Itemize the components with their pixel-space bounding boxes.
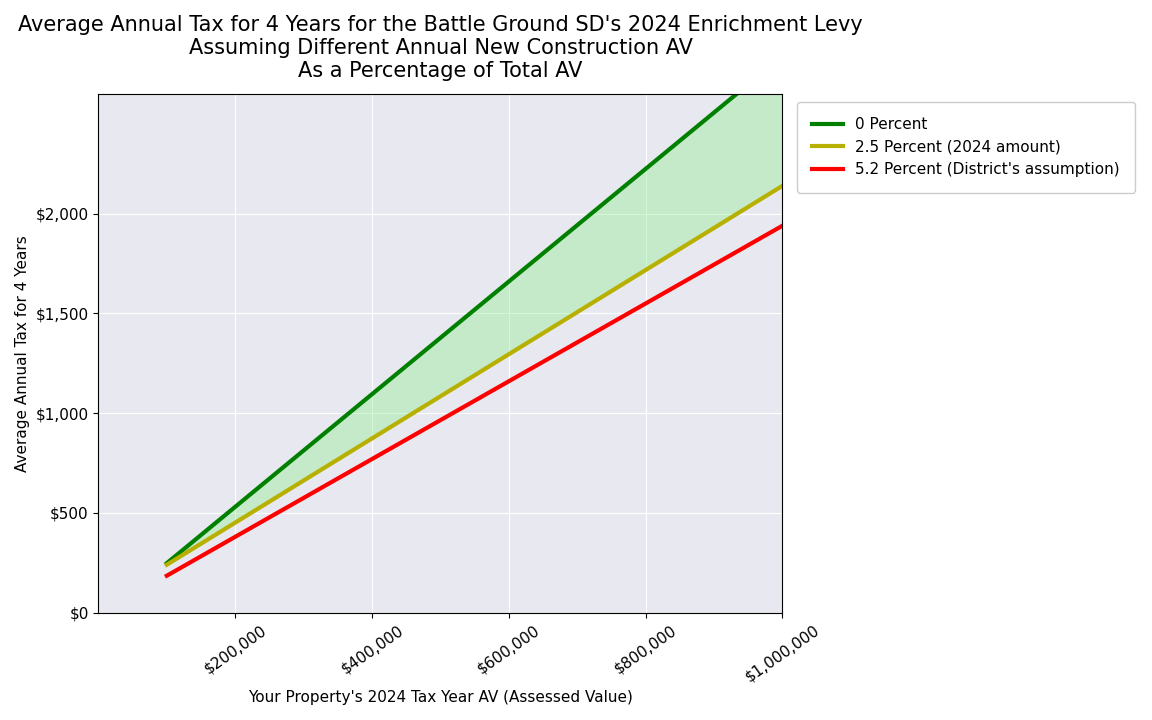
Line: 0 Percent: 0 Percent (167, 56, 782, 563)
0 Percent (775, 52, 789, 60)
X-axis label: Your Property's 2024 Tax Year AV (Assessed Value): Your Property's 2024 Tax Year AV (Assess… (248, 690, 632, 705)
Y-axis label: Average Annual Tax for 4 Years: Average Annual Tax for 4 Years (15, 235, 30, 472)
Line: 5.2 Percent (District's assumption): 5.2 Percent (District's assumption) (167, 225, 782, 576)
2.5 Percent (2024 amount) (760, 191, 774, 199)
0 Percent (665, 143, 679, 152)
5.2 Percent (District's assumption) (453, 405, 467, 414)
5.2 Percent (District's assumption) (526, 363, 540, 372)
2.5 Percent (2024 amount) (160, 560, 174, 569)
2.5 Percent (2024 amount) (456, 378, 470, 387)
0 Percent (456, 315, 470, 323)
Line: 2.5 Percent (2024 amount): 2.5 Percent (2024 amount) (167, 186, 782, 564)
2.5 Percent (2024 amount) (665, 250, 679, 258)
Title: Average Annual Tax for 4 Years for the Battle Ground SD's 2024 Enrichment Levy
A: Average Annual Tax for 4 Years for the B… (18, 15, 863, 81)
Legend: 0 Percent, 2.5 Percent (2024 amount), 5.2 Percent (District's assumption): 0 Percent, 2.5 Percent (2024 amount), 5.… (797, 102, 1135, 192)
2.5 Percent (2024 amount) (493, 356, 507, 364)
2.5 Percent (2024 amount) (453, 380, 467, 389)
5.2 Percent (District's assumption) (160, 572, 174, 580)
5.2 Percent (District's assumption) (760, 230, 774, 238)
2.5 Percent (2024 amount) (526, 335, 540, 343)
0 Percent (526, 257, 540, 266)
0 Percent (760, 64, 774, 73)
0 Percent (493, 284, 507, 293)
5.2 Percent (District's assumption) (493, 382, 507, 391)
2.5 Percent (2024 amount) (775, 181, 789, 190)
0 Percent (453, 318, 467, 327)
5.2 Percent (District's assumption) (775, 221, 789, 230)
5.2 Percent (District's assumption) (456, 403, 470, 412)
0 Percent (160, 559, 174, 567)
5.2 Percent (District's assumption) (665, 284, 679, 293)
